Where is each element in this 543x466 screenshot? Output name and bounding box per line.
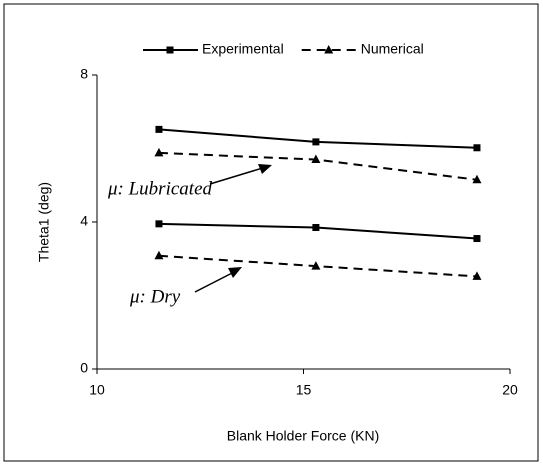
x-tick-label: 15 bbox=[296, 382, 312, 398]
x-tick-label: 10 bbox=[89, 382, 105, 398]
point bbox=[155, 125, 163, 133]
y-tick-label: 0 bbox=[80, 360, 88, 376]
arrow bbox=[194, 270, 237, 293]
point bbox=[312, 224, 320, 232]
point bbox=[472, 174, 482, 184]
arrow-head bbox=[258, 164, 272, 174]
point bbox=[311, 154, 321, 164]
point bbox=[155, 220, 163, 228]
point bbox=[472, 271, 482, 280]
annotation: μ: Dry bbox=[129, 286, 181, 307]
annotation: μ: Lubricated bbox=[107, 178, 212, 199]
y-tick-label: 4 bbox=[80, 213, 88, 229]
legend-marker bbox=[166, 46, 174, 54]
point bbox=[312, 138, 320, 146]
legend-label: Experimental bbox=[202, 41, 284, 57]
arrow bbox=[209, 166, 267, 185]
y-axis-label: Theta1 (deg) bbox=[36, 182, 52, 262]
chart-frame bbox=[3, 3, 539, 462]
point bbox=[473, 144, 481, 152]
point bbox=[154, 147, 164, 157]
legend-marker bbox=[324, 45, 334, 54]
arrow-head bbox=[228, 267, 242, 278]
x-tick-label: 20 bbox=[502, 382, 518, 398]
point bbox=[154, 250, 164, 260]
y-tick-label: 8 bbox=[80, 66, 88, 82]
series-line bbox=[158, 151, 478, 181]
point bbox=[473, 235, 481, 243]
x-axis-label: Blank Holder Force (KN) bbox=[227, 428, 380, 444]
legend-label: Numerical bbox=[361, 41, 424, 57]
point bbox=[311, 261, 321, 270]
